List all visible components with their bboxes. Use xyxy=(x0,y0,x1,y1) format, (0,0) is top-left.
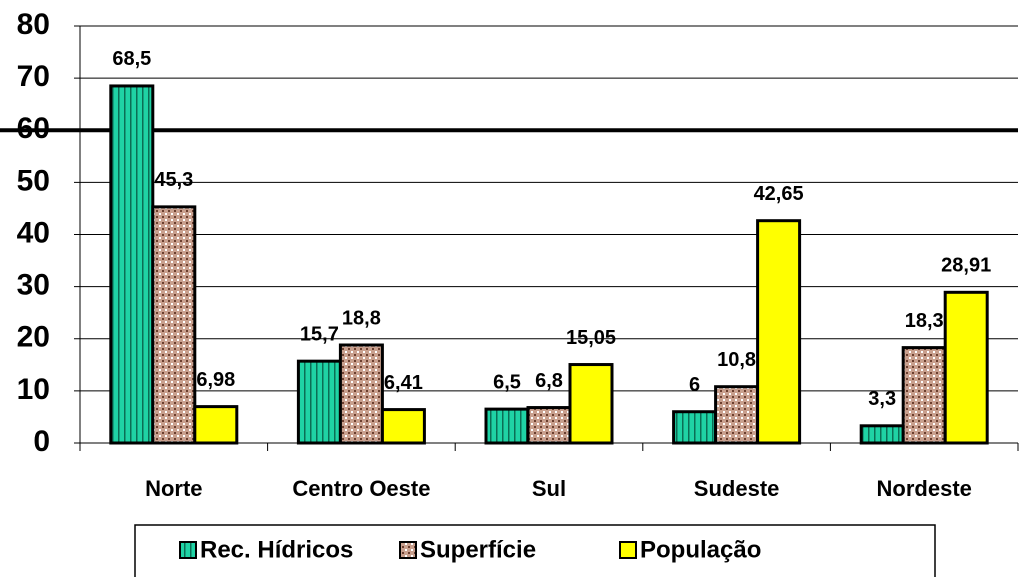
data-label: 18,3 xyxy=(905,310,944,332)
bar xyxy=(338,343,384,445)
bar xyxy=(568,363,614,445)
legend-label: Rec. Hídricos xyxy=(200,536,353,563)
data-label: 28,91 xyxy=(941,255,991,277)
legend-swatch xyxy=(619,541,637,559)
x-tick-label: Sudeste xyxy=(694,476,780,501)
x-tick-label: Sul xyxy=(532,476,566,501)
legend-box xyxy=(134,524,936,577)
x-tick-label: Norte xyxy=(145,476,202,501)
bar xyxy=(526,406,572,445)
data-label: 18,8 xyxy=(342,307,381,329)
y-tick-label: 70 xyxy=(17,60,50,93)
data-label: 42,65 xyxy=(754,183,804,205)
y-tick-label: 30 xyxy=(17,269,50,302)
data-label: 6,5 xyxy=(493,371,521,393)
bar xyxy=(672,410,718,445)
bar xyxy=(193,405,239,445)
y-tick-label: 20 xyxy=(17,321,50,354)
data-label: 45,3 xyxy=(154,169,193,191)
bar xyxy=(380,408,426,445)
data-label: 10,8 xyxy=(717,349,756,371)
bar xyxy=(484,407,530,445)
x-tick-label: Centro Oeste xyxy=(292,476,430,501)
legend-swatch xyxy=(179,541,197,559)
legend-label: População xyxy=(640,536,761,563)
bar xyxy=(109,84,155,445)
x-tick-label: Nordeste xyxy=(877,476,972,501)
bar xyxy=(714,385,760,445)
data-label: 15,05 xyxy=(566,327,616,349)
bar xyxy=(151,205,197,445)
y-tick-label: 0 xyxy=(33,425,50,458)
legend-swatch xyxy=(399,541,417,559)
legend-label: Superfície xyxy=(420,536,536,563)
y-tick-label: 50 xyxy=(17,164,50,197)
data-label: 6,8 xyxy=(535,370,563,392)
y-tick-label: 40 xyxy=(17,216,50,249)
y-tick-label: 80 xyxy=(17,8,50,41)
data-label: 15,7 xyxy=(300,323,339,345)
y-tick-label: 10 xyxy=(17,373,50,406)
data-label: 6,98 xyxy=(196,369,235,391)
data-label: 6,41 xyxy=(384,372,423,394)
data-label: 6 xyxy=(689,374,700,396)
bar xyxy=(943,290,989,445)
bar xyxy=(296,359,342,445)
bar xyxy=(901,346,947,445)
data-label: 68,5 xyxy=(112,48,151,70)
bar xyxy=(756,219,802,445)
data-label: 3,3 xyxy=(868,388,896,410)
bar xyxy=(859,424,905,445)
